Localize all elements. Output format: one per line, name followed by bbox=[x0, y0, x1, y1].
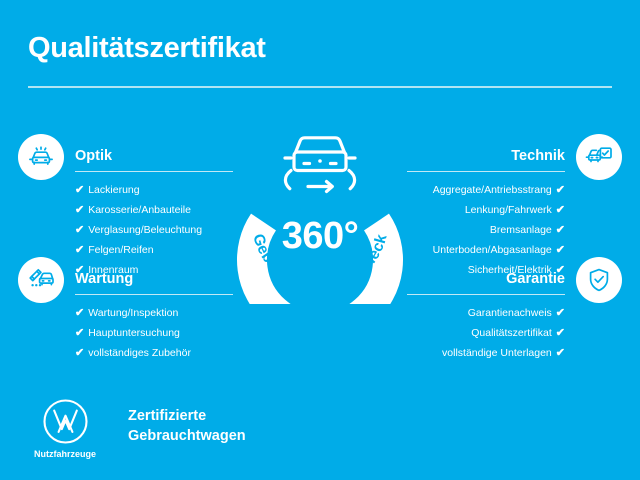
page-title: Qualitätszertifikat bbox=[28, 32, 266, 64]
list-item-label: Garantienachweis bbox=[467, 307, 552, 319]
section-divider-optik bbox=[75, 171, 233, 172]
section-title-wartung: Wartung bbox=[75, 271, 134, 287]
list-item: ✔ Innenraum bbox=[75, 260, 233, 280]
list-item-label: vollständige Unterlagen bbox=[442, 347, 552, 360]
list-item: ✔ Lackierung bbox=[75, 180, 233, 200]
check-icon: ✔ bbox=[75, 307, 85, 319]
checklist-wartung: ✔ Wartung/Inspektion ✔ Hauptuntersuchung ✔… bbox=[18, 303, 233, 363]
check-icon: ✔ bbox=[75, 204, 85, 217]
ring-arc bbox=[237, 213, 403, 304]
section-header-technik: Technik bbox=[407, 134, 622, 180]
check-icon: ✔ bbox=[75, 244, 85, 257]
footer-line-1: Zertifizierte bbox=[128, 408, 207, 424]
car-shine-icon bbox=[18, 134, 64, 180]
list-item-label: Lackierung bbox=[88, 184, 140, 196]
section-divider-garantie bbox=[407, 294, 565, 295]
vw-logo bbox=[42, 398, 89, 445]
footer-line-2: Gebrauchtwagen bbox=[128, 428, 246, 444]
section-title-optik: Optik bbox=[75, 148, 113, 164]
check-icon: ✔ bbox=[75, 184, 85, 196]
check-icon: ✔ bbox=[555, 264, 565, 277]
badge-360-gebrauchtwagen-check: 360° Gebrauchtwagen-Check bbox=[225, 104, 415, 304]
car-wrench-icon bbox=[18, 257, 64, 303]
car-checklist-icon bbox=[576, 134, 622, 180]
check-icon: ✔ bbox=[75, 264, 85, 277]
shield-check-icon bbox=[576, 257, 622, 303]
check-icon: ✔ bbox=[555, 184, 565, 196]
check-icon: ✔ bbox=[555, 307, 565, 319]
list-item: ✔ vollständiges Zubehör bbox=[75, 343, 233, 363]
list-item-label: Aggregate/Antriebsstrang bbox=[432, 184, 552, 196]
check-icon: ✔ bbox=[75, 327, 85, 340]
badge-value: 360° bbox=[282, 215, 359, 257]
list-item: ✔ Verglasung/Beleuchtung bbox=[75, 220, 233, 240]
section-garantie: Garantie Garantienachweis ✔ Qualitätszert… bbox=[407, 257, 622, 363]
list-item-label: Sicherheit/Elektrik bbox=[467, 264, 552, 277]
list-item: ✔ Wartung/Inspektion bbox=[75, 303, 233, 323]
list-item-label: Innenraum bbox=[88, 264, 139, 277]
vw-sub-label: Nutzfahrzeuge bbox=[33, 449, 96, 459]
list-item: Bremsanlage ✔ bbox=[407, 220, 565, 240]
list-item-label: Bremsanlage bbox=[489, 224, 552, 237]
list-item-label: Verglasung/Beleuchtung bbox=[88, 224, 203, 237]
list-item-label: Qualitätszertifikat bbox=[471, 327, 552, 340]
check-icon: ✔ bbox=[75, 347, 85, 360]
section-wartung: Wartung ✔ Wartung/Inspektion ✔ Hauptunters… bbox=[18, 257, 233, 363]
section-header-optik: Optik bbox=[18, 134, 233, 180]
list-item-label: vollständiges Zubehör bbox=[88, 347, 191, 360]
list-item: ✔ Felgen/Reifen bbox=[75, 240, 233, 260]
check-icon: ✔ bbox=[555, 224, 565, 237]
footer-brand: Nutzfahrzeuge Zertifizierte Gebrauchtwag… bbox=[28, 398, 246, 459]
list-item-label: Karosserie/Anbauteile bbox=[88, 204, 191, 217]
list-item-label: Wartung/Inspektion bbox=[88, 307, 179, 319]
footer-headline: Zertifizierte Gebrauchtwagen bbox=[128, 406, 246, 446]
section-header-wartung: Wartung bbox=[18, 257, 233, 303]
list-item: ✔ Karosserie/Anbauteile bbox=[75, 200, 233, 220]
vw-brand-block: Nutzfahrzeuge bbox=[28, 398, 102, 459]
section-technik: Technik Aggregate/Antriebsstrang ✔ Lenkun… bbox=[407, 134, 622, 281]
list-item: Aggregate/Antriebsstrang ✔ bbox=[407, 180, 565, 200]
list-item-label: Unterboden/Abgasanlage bbox=[432, 244, 552, 257]
section-divider-technik bbox=[407, 171, 565, 172]
section-title-garantie: Garantie bbox=[506, 271, 565, 287]
list-item: ✔ Hauptuntersuchung bbox=[75, 323, 233, 343]
check-icon: ✔ bbox=[555, 327, 565, 340]
list-item: Unterboden/Abgasanlage ✔ bbox=[407, 240, 565, 260]
check-icon: ✔ bbox=[555, 204, 565, 217]
list-item: Sicherheit/Elektrik ✔ bbox=[407, 260, 565, 280]
section-title-technik: Technik bbox=[511, 148, 565, 164]
list-item: Qualitätszertifikat ✔ bbox=[407, 323, 565, 343]
list-item-label: Hauptuntersuchung bbox=[88, 327, 180, 340]
car-rotate-icon bbox=[283, 136, 357, 194]
list-item: Lenkung/Fahrwerk ✔ bbox=[407, 200, 565, 220]
checklist-optik: ✔ Lackierung ✔ Karosserie/Anbauteile ✔ Verg… bbox=[18, 180, 233, 281]
list-item-label: Felgen/Reifen bbox=[88, 244, 154, 257]
section-divider-wartung bbox=[75, 294, 233, 295]
check-icon: ✔ bbox=[555, 244, 565, 257]
list-item-label: Lenkung/Fahrwerk bbox=[464, 204, 552, 217]
checklist-garantie: Garantienachweis ✔ Qualitätszertifikat ✔ v… bbox=[407, 303, 622, 363]
checklist-technik: Aggregate/Antriebsstrang ✔ Lenkung/Fahrwe… bbox=[407, 180, 622, 281]
title-divider bbox=[28, 86, 612, 88]
section-header-garantie: Garantie bbox=[407, 257, 622, 303]
list-item: Garantienachweis ✔ bbox=[407, 303, 565, 323]
check-icon: ✔ bbox=[75, 224, 85, 237]
check-icon: ✔ bbox=[555, 347, 565, 360]
section-optik: Optik ✔ Lackierung ✔ Karosserie/Anbauteile… bbox=[18, 134, 233, 281]
list-item: vollständige Unterlagen ✔ bbox=[407, 343, 565, 363]
